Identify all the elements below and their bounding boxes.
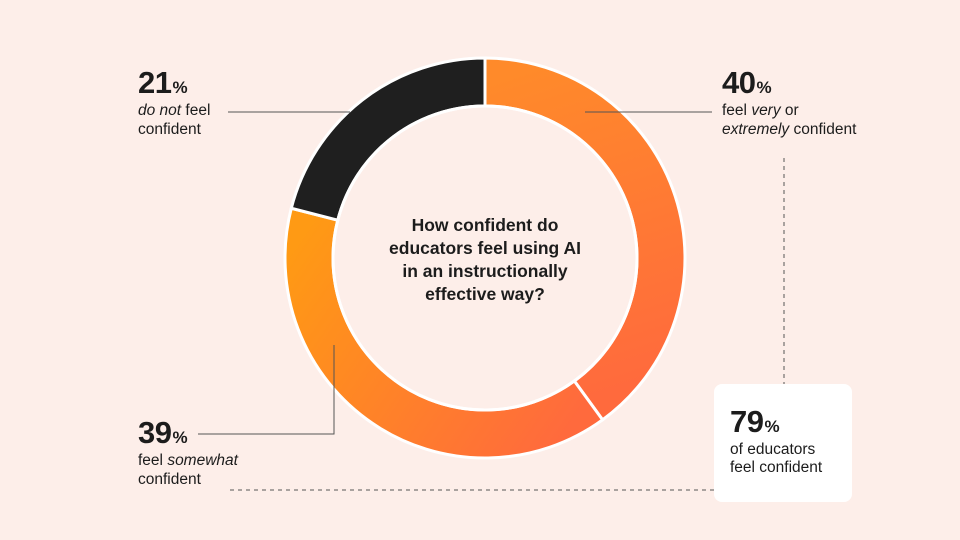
label-somewhat-confident: 39% feel somewhat confident <box>138 417 238 489</box>
desc-not-confident: do not feel confident <box>138 102 211 138</box>
summary-card: 79% of educators feel confident <box>714 384 852 502</box>
pct-not-confident: 21% <box>138 65 188 100</box>
summary-text: of educators feel confident <box>730 441 852 477</box>
summary-pct: 79% <box>730 404 780 439</box>
desc-somewhat-confident: feel somewhat confident <box>138 452 238 488</box>
leader-line-somewhat-confident <box>198 345 335 435</box>
donut-inner-ring <box>331 104 639 412</box>
summary-text-line2: feel confident <box>730 459 823 476</box>
summary-text-line1: of educators <box>730 441 816 458</box>
desc-very-confident: feel very or extremely confident <box>722 102 857 138</box>
label-very-confident: 40% feel very or extremely confident <box>722 67 856 139</box>
pct-somewhat-confident: 39% <box>138 415 188 450</box>
pct-very-confident: 40% <box>722 65 772 100</box>
chart-title: How confident do educators feel using AI… <box>389 215 581 305</box>
label-not-confident: 21% do not feel confident <box>138 67 210 139</box>
